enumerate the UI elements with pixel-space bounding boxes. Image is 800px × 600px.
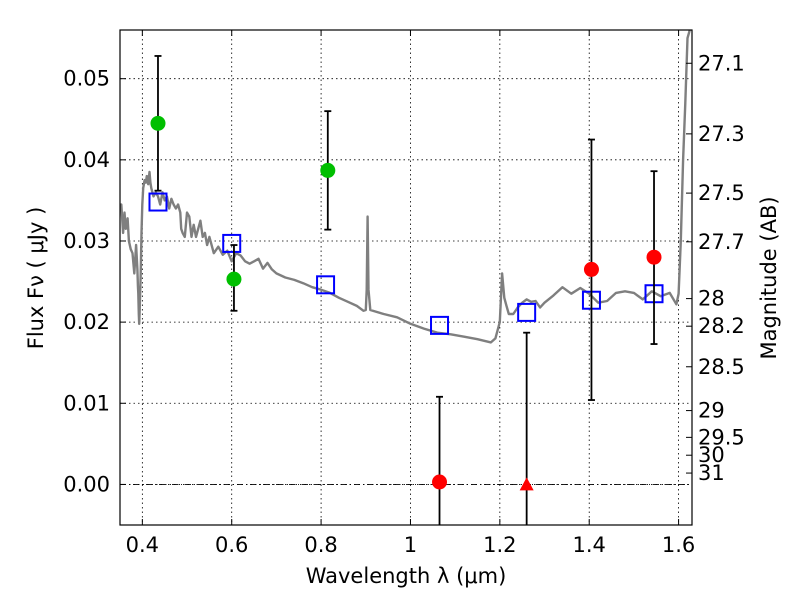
data-circle-point (432, 474, 448, 490)
data-circle-point (226, 271, 242, 287)
y2-tick-label: 31 (698, 461, 725, 485)
y2-tick-label: 29.5 (698, 425, 745, 449)
plot-area (120, 30, 691, 525)
y2-tick-label: 27.1 (698, 51, 745, 75)
data-circle-point (150, 115, 166, 131)
y2-axis-title: Magnitude (AB) (757, 196, 781, 359)
x-tick-label: 1.4 (573, 533, 606, 557)
y2-tick-label: 28.5 (698, 355, 745, 379)
y-tick-label: 0.02 (63, 310, 110, 334)
x-tick-label: 0.4 (126, 533, 159, 557)
axis-ticks: 0.4 0.6 0.8 1 1.2 1.4 1.6 0.00 0.01 0.02 0.03 0.04 0… (63, 30, 745, 557)
x-tick-label: 1.6 (662, 533, 695, 557)
x-tick-label: 0.6 (215, 533, 248, 557)
model-square-point (430, 315, 450, 335)
x-tick-label: 0.8 (304, 533, 337, 557)
y-tick-label: 0.03 (63, 229, 110, 253)
y-tick-label: 0.04 (63, 148, 110, 172)
grid (120, 30, 692, 525)
spectrum-line (120, 30, 691, 344)
x-axis-title: Wavelength λ (μm) (306, 564, 507, 588)
data-triangle-point (519, 477, 534, 491)
x-tick-label: 1 (404, 533, 417, 557)
y2-tick-label: 28 (698, 287, 725, 311)
model-square-point (222, 233, 242, 253)
y2-tick-label: 29 (698, 399, 725, 423)
y2-tick-label: 27.3 (698, 122, 745, 146)
y2-tick-label: 27.7 (698, 230, 745, 254)
data-circle-point (646, 249, 662, 265)
plot-frame (119, 29, 693, 526)
model-square-point (316, 275, 336, 295)
x-tick-label: 1.2 (483, 533, 516, 557)
y2-tick-label: 27.5 (698, 181, 745, 205)
y2-tick-label: 28.2 (698, 314, 745, 338)
model-square-point (148, 192, 168, 212)
y-tick-label: 0.00 (63, 472, 110, 496)
y-tick-label: 0.01 (63, 391, 110, 415)
data-circle-point (320, 162, 336, 178)
y-axis-title: Flux Fν ( μJy ) (24, 207, 48, 350)
data-circle-point (583, 261, 599, 277)
y2-tick-label: 30 (698, 443, 725, 467)
y-tick-label: 0.05 (63, 67, 110, 91)
model-square-point (517, 302, 537, 322)
